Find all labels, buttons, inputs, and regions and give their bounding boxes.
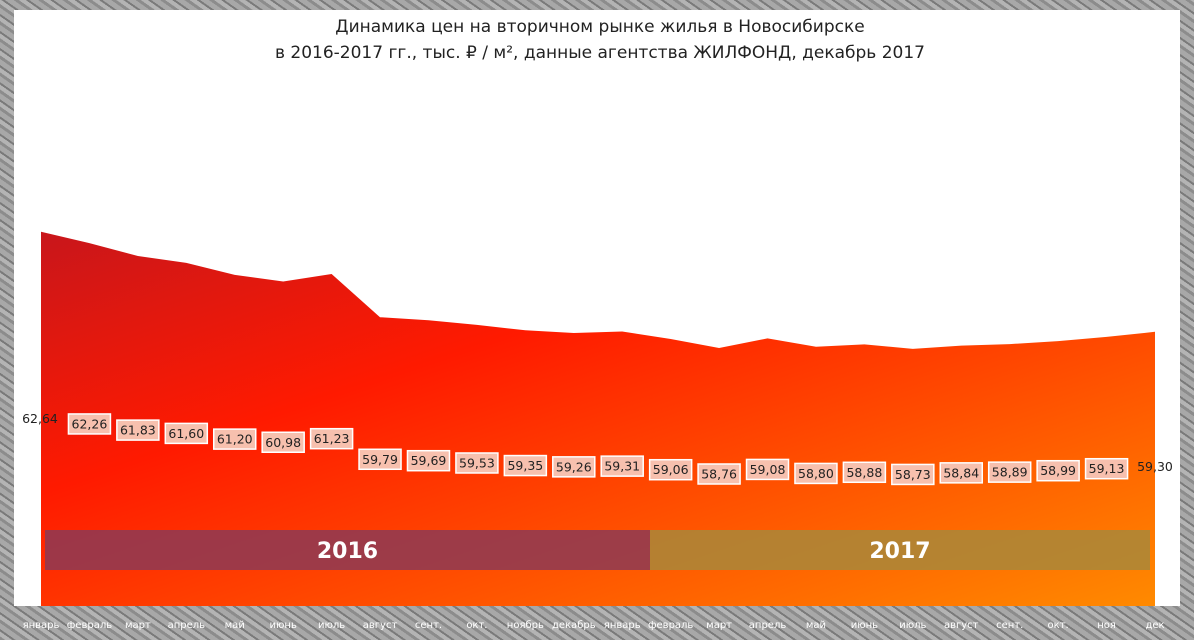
month-tick-label: дек <box>1145 620 1164 631</box>
data-label-box <box>987 461 1032 483</box>
year-band-2017 <box>650 530 1150 570</box>
data-label-box <box>406 449 451 472</box>
data-label: 59,26 <box>556 459 592 474</box>
month-tick-label: март <box>125 620 151 631</box>
data-label: 59,13 <box>1089 461 1125 476</box>
month-tick-label: ноя <box>1097 620 1116 631</box>
month-tick-label: август <box>363 620 398 631</box>
title-line-2: в 2016-2017 гг., тыс. ₽ / м², данные аге… <box>274 43 925 63</box>
data-label: 59,31 <box>604 459 640 474</box>
data-label: 61,20 <box>217 432 253 447</box>
year-label-2016: 2016 <box>317 539 378 564</box>
month-tick-label: май <box>225 620 245 631</box>
month-tick-label: сент. <box>996 620 1023 631</box>
data-label: 59,53 <box>459 455 495 470</box>
data-label: 60,98 <box>265 435 301 450</box>
data-label: 58,73 <box>895 467 931 482</box>
data-label: 59,79 <box>362 452 398 467</box>
data-label-box <box>503 454 548 477</box>
data-label: 59,35 <box>507 458 543 473</box>
title-line-1: Динамика цен на вторичном рынке жилья в … <box>335 17 865 37</box>
data-label: 58,76 <box>701 467 737 482</box>
data-label-box <box>455 452 499 474</box>
data-label: 59,30 <box>1137 459 1173 474</box>
month-tick-label: окт. <box>466 620 487 631</box>
data-label-box <box>164 422 209 445</box>
data-label: 58,80 <box>798 466 834 481</box>
month-tick-label: май <box>806 620 826 631</box>
month-tick-label: февраль <box>648 620 693 631</box>
data-label-box <box>891 463 935 486</box>
month-tick-label: март <box>706 620 732 631</box>
month-tick-label: июль <box>899 620 926 631</box>
data-label-box <box>600 455 644 477</box>
data-label-box <box>697 463 741 485</box>
data-label-box <box>212 428 257 450</box>
data-label-box <box>358 448 402 471</box>
data-label-box <box>648 458 693 481</box>
data-label: 58,84 <box>943 465 979 480</box>
month-tick-label: январь <box>23 620 60 631</box>
data-label-box <box>842 461 887 484</box>
data-label-box <box>794 462 838 485</box>
data-label: 61,23 <box>314 431 350 446</box>
price-area <box>41 231 1155 606</box>
data-label-box <box>745 458 790 481</box>
data-label: 59,06 <box>653 462 689 477</box>
month-tick-label: июль <box>318 620 345 631</box>
chart-title: Динамика цен на вторичном рынке жилья в … <box>180 14 1020 66</box>
year-band-2016 <box>45 530 650 570</box>
data-label: 58,88 <box>846 465 882 480</box>
data-label-box <box>309 427 354 450</box>
data-label: 58,99 <box>1040 463 1076 478</box>
data-label-box <box>1036 459 1080 482</box>
data-label-box <box>261 431 305 454</box>
month-tick-label: апрель <box>749 620 787 631</box>
data-label: 61,60 <box>168 426 204 441</box>
data-label: 62,64 <box>22 411 58 426</box>
data-label: 59,69 <box>411 453 447 468</box>
data-label: 61,83 <box>120 423 156 438</box>
month-tick-label: июнь <box>269 620 296 631</box>
month-tick-label: июнь <box>851 620 878 631</box>
year-label-2017: 2017 <box>869 539 930 564</box>
month-tick-label: ноябрь <box>507 620 544 631</box>
data-label-box <box>552 456 596 478</box>
month-tick-label: декабрь <box>552 620 596 631</box>
data-label-box <box>116 419 160 441</box>
month-tick-label: апрель <box>168 620 206 631</box>
data-label: 58,89 <box>992 465 1028 480</box>
data-label-box <box>67 413 112 435</box>
data-label-box <box>939 462 984 484</box>
month-tick-label: окт. <box>1048 620 1069 631</box>
month-tick-label: январь <box>604 620 641 631</box>
data-label-box <box>1084 457 1129 480</box>
month-tick-label: февраль <box>67 620 112 631</box>
month-tick-label: сент. <box>415 620 442 631</box>
data-label: 62,26 <box>72 416 108 431</box>
data-label: 59,08 <box>750 462 786 477</box>
month-tick-label: август <box>944 620 979 631</box>
